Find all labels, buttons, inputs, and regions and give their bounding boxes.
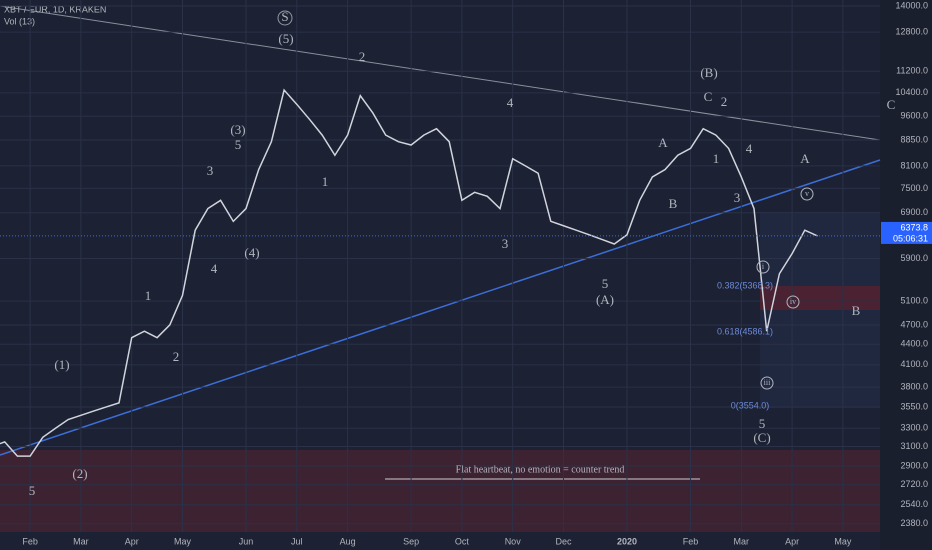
x-tick-label: Feb: [22, 536, 38, 546]
wave-label: (A): [596, 292, 614, 307]
y-tick-label: 11200.0: [896, 66, 928, 76]
fib-band: [760, 286, 880, 310]
wave-label: 2: [359, 49, 366, 64]
wave-label: 4: [211, 261, 218, 276]
x-tick-label: Apr: [785, 536, 799, 546]
wave-label: C: [704, 89, 713, 104]
x-tick-label: Jun: [239, 536, 254, 546]
wave-label: 5: [759, 416, 766, 431]
wave-circle: [786, 295, 800, 309]
wave-label: 1: [145, 288, 152, 303]
wave-label: 1: [713, 151, 720, 166]
wave-label: (C): [753, 430, 770, 445]
wave-label: 3: [734, 190, 741, 205]
y-tick-label: 8100.0: [900, 160, 928, 170]
downtrend-line: [0, 5, 881, 141]
last-price-label: 6373.8: [900, 222, 928, 232]
price-line: [0, 88, 818, 457]
y-tick-label: 10400.0: [895, 87, 928, 97]
wave-label: (3): [230, 122, 245, 137]
wave-label: 3: [502, 236, 509, 251]
y-tick-label: 3300.0: [900, 423, 928, 433]
y-tick-label: 3100.0: [900, 441, 928, 451]
x-tick-label: Mar: [734, 536, 750, 546]
wave-label: A: [800, 151, 810, 166]
wave-circle: [756, 260, 770, 274]
wave-label: (1): [54, 357, 69, 372]
wave-circle: [760, 376, 774, 390]
wave-label: 0.618(4586.1): [717, 326, 773, 336]
wave-label: i: [762, 262, 765, 271]
y-tick-label: 5900.0: [900, 253, 928, 263]
wave-label: B: [852, 303, 861, 318]
y-tick-label: 6900.0: [900, 207, 928, 217]
x-tick-label: Mar: [73, 536, 89, 546]
y-tick-label: 9600.0: [900, 111, 928, 121]
y-tick-label: 2540.0: [900, 499, 928, 509]
y-tick-label: 8850.0: [900, 134, 928, 144]
wave-circle: [800, 187, 814, 201]
x-tick-label: May: [174, 536, 192, 546]
y-tick-label: 4700.0: [900, 319, 928, 329]
y-tick-label: 3800.0: [900, 381, 928, 391]
y-tick-label: 5100.0: [900, 295, 928, 305]
wave-label: 0.382(5368.3): [717, 280, 773, 290]
wave-label: 5: [29, 483, 36, 498]
indicator-label: Vol (13): [4, 16, 35, 26]
wave-label: (4): [244, 245, 259, 260]
chart-title: XBT / EUR, 1D, KRAKEN: [4, 4, 106, 14]
wave-label: iv: [790, 297, 796, 306]
wave-label: 5: [235, 137, 242, 152]
x-tick-label: Aug: [340, 536, 356, 546]
wave-label: (2): [72, 466, 87, 481]
x-tick-label: Sep: [403, 536, 419, 546]
x-tick-label: Jul: [291, 536, 303, 546]
x-tick-label: May: [834, 536, 852, 546]
x-tick-label: Dec: [555, 536, 572, 546]
uptrend-line: [0, 159, 881, 456]
y-tick-label: 4100.0: [900, 359, 928, 369]
y-tick-label: 14000.0: [895, 0, 928, 10]
wave-label: 2: [721, 94, 728, 109]
y-tick-label: 4400.0: [900, 339, 928, 349]
wave-label: B: [669, 196, 678, 211]
y-tick-label: 3550.0: [900, 401, 928, 411]
y-tick-label: 2900.0: [900, 460, 928, 470]
wave-label: 4: [507, 95, 514, 110]
last-price-box: [881, 221, 932, 244]
x-tick-label: 2020: [617, 536, 637, 546]
volume-zone: [0, 450, 880, 532]
wave-label: 0(3554.0): [731, 400, 770, 410]
x-tick-label: Feb: [683, 536, 699, 546]
y-tick-label: 2380.0: [900, 518, 928, 528]
y-tick-label: 2720.0: [900, 479, 928, 489]
wave-label: v: [805, 189, 809, 198]
x-tick-label: Nov: [505, 536, 522, 546]
countdown: 05:06:31: [893, 233, 928, 243]
wave-label: 3: [207, 163, 214, 178]
wave-label: (5): [278, 31, 293, 46]
wave-label: S: [281, 9, 288, 24]
y-tick-label: 12800.0: [895, 27, 928, 37]
wave-label: 4: [746, 141, 753, 156]
wave-circle: [277, 10, 293, 26]
wave-label: 5: [602, 276, 609, 291]
wave-label: C: [887, 97, 896, 112]
wave-label: iii: [764, 378, 771, 387]
wave-label: (B): [700, 65, 717, 80]
annotation-text: Flat heartbeat, no emotion = counter tre…: [456, 464, 625, 475]
x-tick-label: Apr: [125, 536, 139, 546]
wave-label: A: [658, 135, 668, 150]
wave-label: 2: [173, 349, 180, 364]
y-tick-label: 7500.0: [900, 183, 928, 193]
wave-label: 1: [322, 174, 329, 189]
x-tick-label: Oct: [455, 536, 470, 546]
price-axis: [880, 0, 932, 550]
